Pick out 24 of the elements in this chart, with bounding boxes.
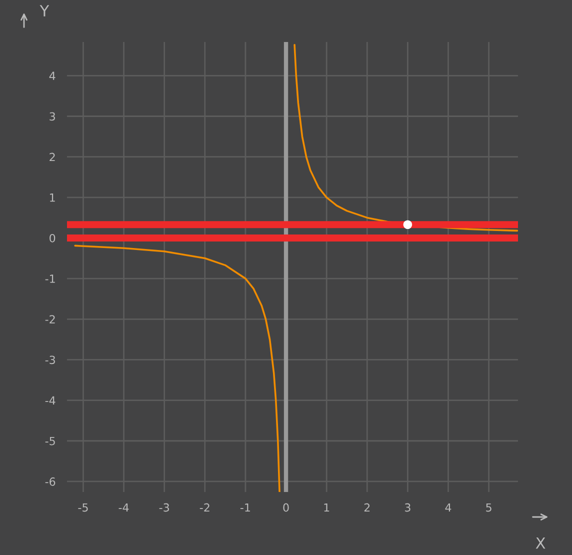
y-tick-label: 2 [50,152,55,162]
x-axis-title: X [536,537,546,549]
x-tick-label: 2 [364,503,370,512]
x-tick-label: -5 [78,503,88,512]
y-tick-label: -5 [45,436,55,446]
y-tick-label: -6 [45,477,56,486]
x-tick-label: 5 [486,503,492,512]
y-tick-label: -3 [45,356,55,364]
x-tick-label: 1 [324,503,330,512]
x-tick-label: 0 [283,503,289,512]
x-tick-label: -2 [200,503,210,512]
x-tick-label: 4 [445,503,452,512]
y-tick-label: -2 [45,315,55,324]
y-axis-title: Y [40,5,50,16]
y-tick-label: 0 [50,234,56,242]
x-tick-label: -3 [159,503,169,512]
y-tick-label: -1 [45,274,55,283]
y-tick-label: 3 [50,112,55,121]
y-tick-label: -4 [45,396,56,405]
y-tick-label: 4 [49,72,56,80]
x-tick-label: 3 [404,503,410,512]
x-tick-label: -1 [240,503,250,512]
x-tick-label: -4 [118,503,129,512]
y-tick-label: 1 [50,194,55,202]
